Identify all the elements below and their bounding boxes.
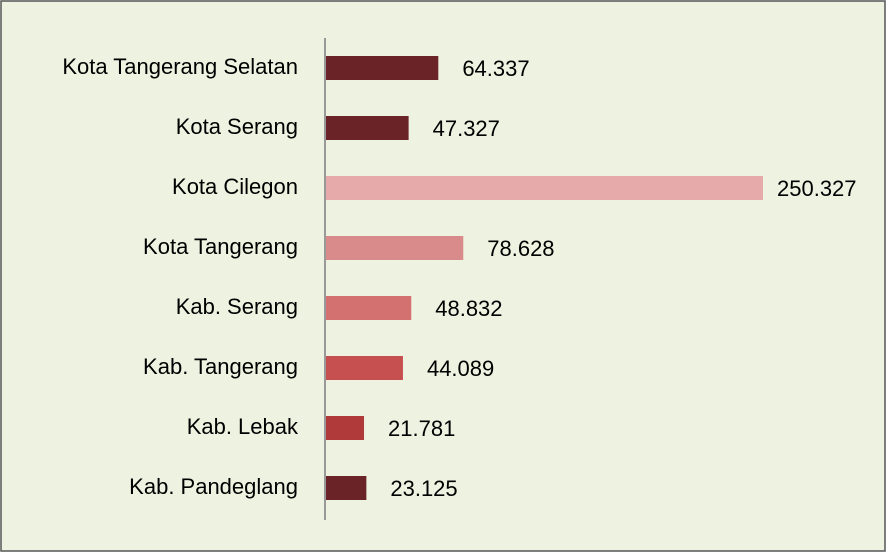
data-label: 78.628 [487, 236, 554, 261]
bar [326, 116, 409, 140]
y-tick-label: Kab. Serang [176, 294, 298, 319]
data-label: 23.125 [390, 476, 457, 501]
bar [326, 356, 403, 380]
data-label: 21.781 [388, 416, 455, 441]
y-tick-label: Kab. Pandeglang [129, 474, 298, 499]
data-label: 44.089 [427, 356, 494, 381]
bar [326, 56, 439, 80]
bar [326, 476, 367, 500]
y-tick-label: Kab. Lebak [187, 414, 299, 439]
y-tick-label: Kab. Tangerang [143, 354, 298, 379]
data-label: 47.327 [433, 116, 500, 141]
bar [326, 416, 365, 440]
data-label: 250.327 [777, 176, 857, 201]
y-tick-label: Kota Tangerang [143, 234, 298, 259]
bar [326, 176, 763, 200]
y-tick-label: Kota Tangerang Selatan [62, 54, 298, 79]
y-tick-label: Kota Serang [176, 114, 298, 139]
data-label: 64.337 [462, 56, 529, 81]
y-tick-label: Kota Cilegon [172, 174, 298, 199]
bar [326, 236, 464, 260]
bar [326, 296, 412, 320]
data-label: 48.832 [435, 296, 502, 321]
